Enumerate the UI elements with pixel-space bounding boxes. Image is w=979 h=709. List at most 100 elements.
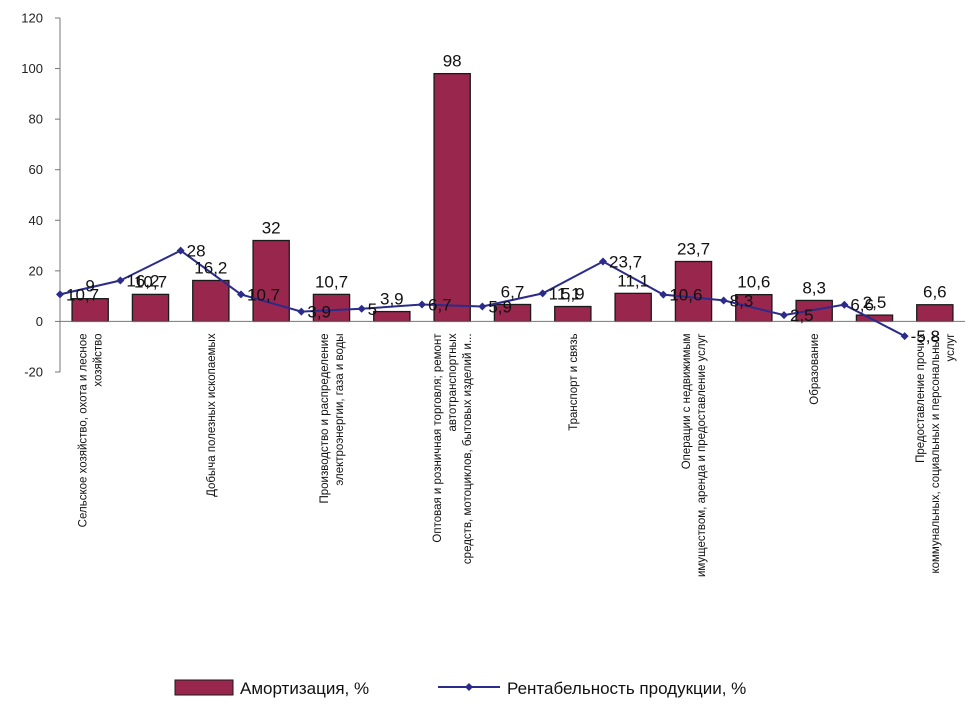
- y-tick-label: -20: [24, 365, 43, 380]
- line-data-label: 6,6: [850, 296, 874, 315]
- bar-data-label: 2,5: [863, 293, 887, 312]
- bar: [614, 292, 652, 323]
- category-label-line: Транспорт и связь: [568, 333, 580, 430]
- line-data-label: 23,7: [609, 253, 642, 272]
- line-point: [538, 289, 547, 298]
- bar: [192, 279, 230, 323]
- line-data-label: 6,7: [428, 295, 452, 314]
- line-point: [357, 304, 366, 313]
- bar: [312, 293, 351, 323]
- bar: [131, 293, 170, 323]
- category-label-line: средств, мотоциклов, бытовых изделий и..…: [462, 333, 474, 564]
- y-tick-label: 80: [29, 112, 43, 127]
- line-point: [237, 290, 245, 299]
- line-point: [297, 307, 306, 316]
- line-data-label: 10,7: [247, 285, 280, 304]
- line-point: [900, 332, 909, 341]
- y-tick-label: 120: [21, 11, 43, 26]
- category-label-line: Сельское хозяйство, охота и лесное: [78, 333, 90, 527]
- bar-data-label: 10,7: [134, 272, 167, 291]
- line-data-label: 5: [368, 300, 377, 319]
- bar-data-label: 23,7: [677, 240, 710, 259]
- line-series: [56, 246, 909, 341]
- bar-data-label: 10,6: [737, 273, 770, 292]
- series-line: [59, 249, 906, 337]
- category-label: Добыча полезных ископаемых: [206, 333, 218, 497]
- line-data-label: 2,5: [790, 306, 814, 325]
- legend-label-bar: Амортизация, %: [240, 679, 369, 698]
- category-label: Оптовая и розничная торговля; ремонт авто…: [432, 333, 474, 564]
- bar-series: [71, 72, 954, 323]
- line-point: [116, 276, 125, 285]
- y-tick-label: 0: [36, 314, 43, 329]
- category-label: Сельское хозяйство, охота и лесное хозяйс…: [78, 333, 105, 527]
- bar: [554, 305, 592, 323]
- bar-data-label: 6,7: [501, 282, 525, 301]
- bar-data-label: 16,2: [194, 258, 227, 277]
- line-point: [56, 290, 64, 299]
- line-point: [176, 246, 185, 255]
- line-data-label: 10,6: [669, 286, 702, 305]
- category-label-line: автотранспортных: [447, 333, 459, 431]
- category-label-line: электроэнергии, газа и воды: [334, 333, 346, 485]
- category-label: Предоставление прочих коммунальных, социа…: [915, 333, 957, 573]
- legend-swatch-marker: [465, 683, 473, 691]
- bar-data-label: 3,9: [380, 290, 404, 309]
- y-tick-label: 40: [29, 213, 43, 228]
- category-label: Производство и распределение электроэнерг…: [319, 333, 346, 503]
- bar-data-label: 98: [443, 52, 462, 71]
- y-tick-label: 100: [21, 61, 43, 76]
- bar-data-label: 6,6: [923, 283, 947, 302]
- bar-data-label: 8,3: [802, 278, 826, 297]
- category-label-line: Предоставление прочих: [915, 333, 927, 463]
- category-label: Образование: [809, 333, 821, 404]
- line-data-label: 3,9: [307, 303, 331, 322]
- bar-data-label: 5,9: [561, 285, 585, 304]
- y-tick-label: 60: [29, 162, 43, 177]
- category-label-line: Операции с недвижимым: [681, 333, 693, 469]
- category-label-line: коммунальных, социальных и персональных: [930, 333, 942, 573]
- category-label-line: имуществом, аренда и предоставление услу…: [696, 333, 708, 577]
- bar-data-label: 32: [262, 219, 281, 238]
- bar: [674, 260, 713, 323]
- category-label-line: хозяйство: [93, 333, 105, 386]
- line-data-label: 5,9: [488, 298, 512, 317]
- bar-data-label: 9: [85, 277, 94, 296]
- line-data-label: 28: [187, 242, 206, 261]
- legend: Амортизация, % Рентабельность продукции,…: [174, 679, 746, 698]
- bar: [373, 310, 411, 323]
- line-point: [719, 296, 728, 305]
- category-label-line: Оптовая и розничная торговля; ремонт: [432, 333, 444, 543]
- bar: [433, 72, 471, 323]
- line-data-label: 16,2: [126, 271, 159, 290]
- category-label-line: Образование: [809, 333, 821, 404]
- bar-data-label: 10,7: [315, 272, 348, 291]
- line-point: [659, 290, 668, 299]
- legend-label-line: Рентабельность продукции, %: [507, 679, 746, 698]
- category-label-line: Производство и распределение: [319, 333, 331, 503]
- line-point: [418, 300, 426, 309]
- line-point: [599, 257, 607, 266]
- bar: [252, 239, 290, 323]
- category-label-line: услуг: [945, 333, 957, 361]
- y-tick-label: 20: [29, 263, 43, 278]
- line-point: [478, 302, 487, 311]
- category-labels: Сельское хозяйство, охота и лесное хозяйс…: [78, 333, 957, 577]
- line-data-label: 11,1: [549, 284, 581, 303]
- line-point: [780, 311, 788, 320]
- category-label-line: Добыча полезных ископаемых: [206, 333, 218, 497]
- line-point: [840, 300, 849, 309]
- bar-data-label: 11,1: [617, 271, 649, 290]
- legend-swatch-bar: [174, 679, 234, 696]
- line-data-label: -5,8: [911, 327, 940, 346]
- y-axis: -20 0 20 40 60 80 100 120: [21, 11, 61, 380]
- category-label: Транспорт и связь: [568, 333, 580, 430]
- category-label: Операции с недвижимым имуществом, аренда …: [681, 333, 708, 577]
- line-data-label: 10,7: [66, 285, 99, 304]
- line-data-label: 8,3: [730, 291, 754, 310]
- bar: [916, 304, 954, 323]
